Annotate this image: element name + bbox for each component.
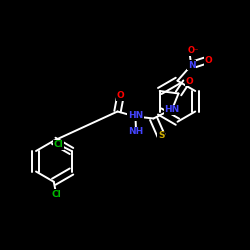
Text: Cl: Cl [54,140,64,149]
Text: O: O [116,92,124,100]
Text: O⁻: O⁻ [188,46,199,55]
Text: S: S [158,132,164,140]
Text: Cl: Cl [52,190,61,199]
Text: HN: HN [164,106,180,114]
Text: NH: NH [128,127,144,136]
Text: N: N [188,61,195,70]
Text: O: O [185,76,193,86]
Text: O: O [205,56,213,65]
Text: HN: HN [128,111,143,120]
